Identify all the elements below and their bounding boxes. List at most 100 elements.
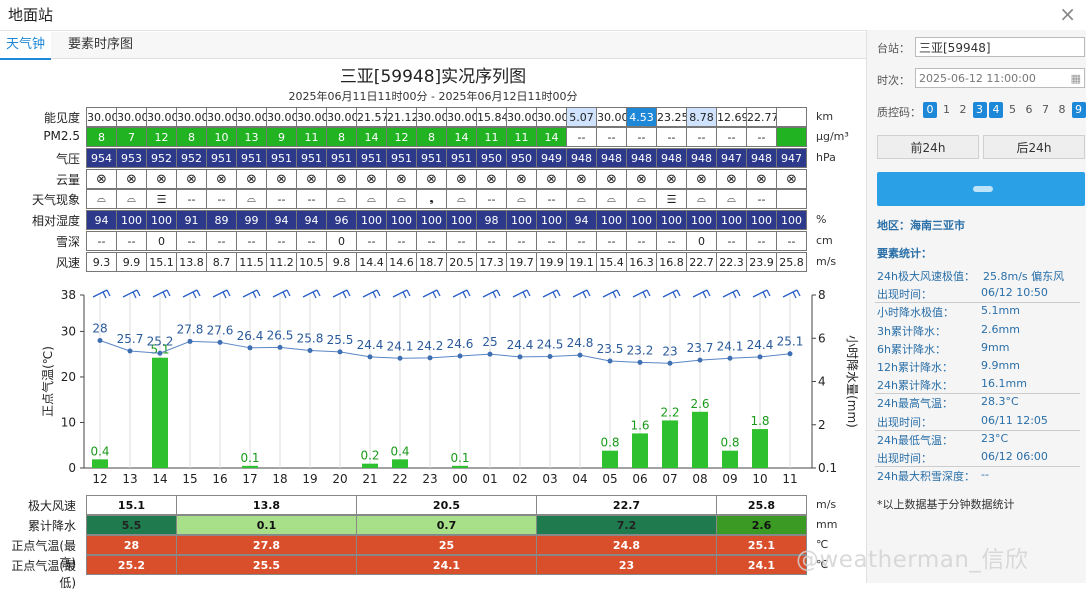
grid-cell: 951 bbox=[326, 148, 357, 168]
row-unit: cm bbox=[816, 234, 833, 247]
query-button[interactable] bbox=[877, 172, 1085, 206]
calendar-icon[interactable]: ▦ bbox=[1070, 72, 1081, 85]
tab-element-timeseries[interactable]: 要素时序图 bbox=[68, 37, 134, 52]
close-icon[interactable]: × bbox=[1059, 2, 1076, 26]
row-unit: hPa bbox=[816, 151, 836, 164]
stats-note: *以上数据基于分钟数据统计 bbox=[877, 498, 1015, 511]
grid-cell: 14 bbox=[446, 127, 477, 147]
grid-cell: 0 bbox=[146, 231, 177, 251]
qc-label: 质控码： bbox=[877, 106, 921, 119]
wind-barb-icon bbox=[212, 289, 231, 299]
qc-code-6[interactable]: 6 bbox=[1025, 103, 1033, 116]
grid-cell: ⊗ bbox=[566, 169, 597, 189]
grid-cell: -- bbox=[476, 189, 507, 209]
next-24h-button[interactable]: 后24h bbox=[983, 135, 1085, 159]
grid-cell: ⊗ bbox=[446, 169, 477, 189]
time-input[interactable]: 2025-06-12 11:00:00 ▦ bbox=[915, 68, 1085, 88]
temp-point bbox=[367, 354, 373, 360]
grid-cell: 100 bbox=[446, 210, 477, 230]
grid-cell: 4.53 bbox=[626, 107, 657, 127]
qc-code-5[interactable]: 5 bbox=[1009, 103, 1016, 116]
grid-cell: 21.12 bbox=[386, 107, 417, 127]
grid-cell: 100 bbox=[356, 210, 387, 230]
grid-cell: ⊗ bbox=[386, 169, 417, 189]
stat-label: 小时降水极值： bbox=[877, 306, 954, 320]
grid-cell: 948 bbox=[656, 148, 687, 168]
summary-cell: 25.5 bbox=[176, 555, 357, 575]
stat-value: 9mm bbox=[981, 340, 1010, 354]
grid-cell: 18.7 bbox=[416, 252, 447, 272]
grid-cell: 14.6 bbox=[386, 252, 417, 272]
y-left-tick-label: 38 bbox=[61, 288, 76, 302]
summary-cell: 25.1 bbox=[716, 535, 807, 555]
grid-cell: 953 bbox=[116, 148, 147, 168]
wind-barb-icon bbox=[632, 289, 651, 299]
grid-cell: 947 bbox=[776, 148, 807, 168]
grid-cell: 951 bbox=[266, 148, 297, 168]
qc-code-1[interactable]: 1 bbox=[943, 103, 950, 116]
wind-barb-icon bbox=[242, 289, 261, 299]
grid-cell: 11 bbox=[476, 127, 507, 147]
temp-label: 23.5 bbox=[597, 342, 624, 356]
title-bar: 地面站 × bbox=[0, 0, 1086, 31]
grid-cell: 949 bbox=[536, 148, 567, 168]
grid-cell: -- bbox=[566, 231, 597, 251]
temp-label: 23.2 bbox=[627, 343, 654, 357]
grid-cell: -- bbox=[746, 231, 777, 251]
qc-code-2[interactable]: 2 bbox=[959, 103, 967, 116]
grid-cell: 94 bbox=[566, 210, 597, 230]
grid-cell: -- bbox=[566, 127, 597, 147]
precip-bar bbox=[752, 429, 768, 468]
grid-cell: -- bbox=[386, 231, 417, 251]
grid-cell: 19.9 bbox=[536, 252, 567, 272]
grid-cell: 89 bbox=[206, 210, 237, 230]
grid-cell: 100 bbox=[716, 210, 747, 230]
x-tick-label: 22 bbox=[392, 472, 407, 486]
qc-code-4[interactable]: 4 bbox=[989, 102, 1003, 118]
grid-cell: 10.5 bbox=[296, 252, 327, 272]
qc-code-9[interactable]: 9 bbox=[1071, 102, 1086, 118]
qc-code-3[interactable]: 3 bbox=[972, 102, 987, 118]
grid-cell: 30.00 bbox=[416, 107, 447, 127]
row-label: 气压 bbox=[55, 152, 80, 166]
grid-cell: 9.8 bbox=[326, 252, 357, 272]
precip-label: 0.1 bbox=[240, 451, 259, 465]
precip-bar bbox=[722, 450, 738, 468]
grid-cell: 951 bbox=[446, 148, 477, 168]
grid-cell: ⊗ bbox=[686, 169, 717, 189]
grid-cell: 25.8 bbox=[776, 252, 807, 272]
grid-cell: -- bbox=[596, 127, 627, 147]
precip-bar bbox=[632, 433, 648, 468]
grid-cell: 99 bbox=[236, 210, 267, 230]
wind-barb-icon bbox=[152, 289, 171, 299]
precip-bar bbox=[362, 463, 378, 468]
grid-cell: ⌓ bbox=[626, 189, 657, 209]
qc-code-7[interactable]: 7 bbox=[1042, 103, 1049, 116]
grid-cell: ⊗ bbox=[716, 169, 747, 189]
grid-cell: 30.00 bbox=[116, 107, 147, 127]
qc-code-0[interactable]: 0 bbox=[923, 102, 937, 118]
station-input[interactable]: 三亚[59948] bbox=[915, 37, 1085, 57]
stat-value: 23°C bbox=[981, 431, 1009, 445]
grid-cell: -- bbox=[716, 127, 747, 147]
time-value: 2025-06-12 11:00:00 bbox=[919, 72, 1036, 85]
summary-cell: 5.5 bbox=[86, 515, 177, 535]
grid-cell: -- bbox=[176, 189, 207, 209]
tab-weather-clock[interactable]: 天气钟 bbox=[0, 32, 52, 60]
grid-cell: 30.00 bbox=[86, 107, 117, 127]
precip-bar bbox=[692, 411, 708, 468]
grid-cell: 9.3 bbox=[86, 252, 117, 272]
stat-value: 06/12 06:00 bbox=[981, 450, 1048, 463]
stat-label: 12h累计降水： bbox=[877, 361, 953, 374]
summary-cell: 0.1 bbox=[176, 515, 357, 535]
grid-cell: 15.84 bbox=[476, 107, 507, 127]
prev-24h-button[interactable]: 前24h bbox=[877, 135, 979, 159]
grid-cell: 948 bbox=[596, 148, 627, 168]
qc-code-8[interactable]: 8 bbox=[1058, 103, 1066, 116]
grid-cell: 30.00 bbox=[206, 107, 237, 127]
x-tick-label: 23 bbox=[422, 472, 437, 486]
summary-cell: 13.8 bbox=[176, 495, 357, 515]
grid-cell: ⊗ bbox=[266, 169, 297, 189]
x-tick-label: 18 bbox=[272, 472, 287, 486]
